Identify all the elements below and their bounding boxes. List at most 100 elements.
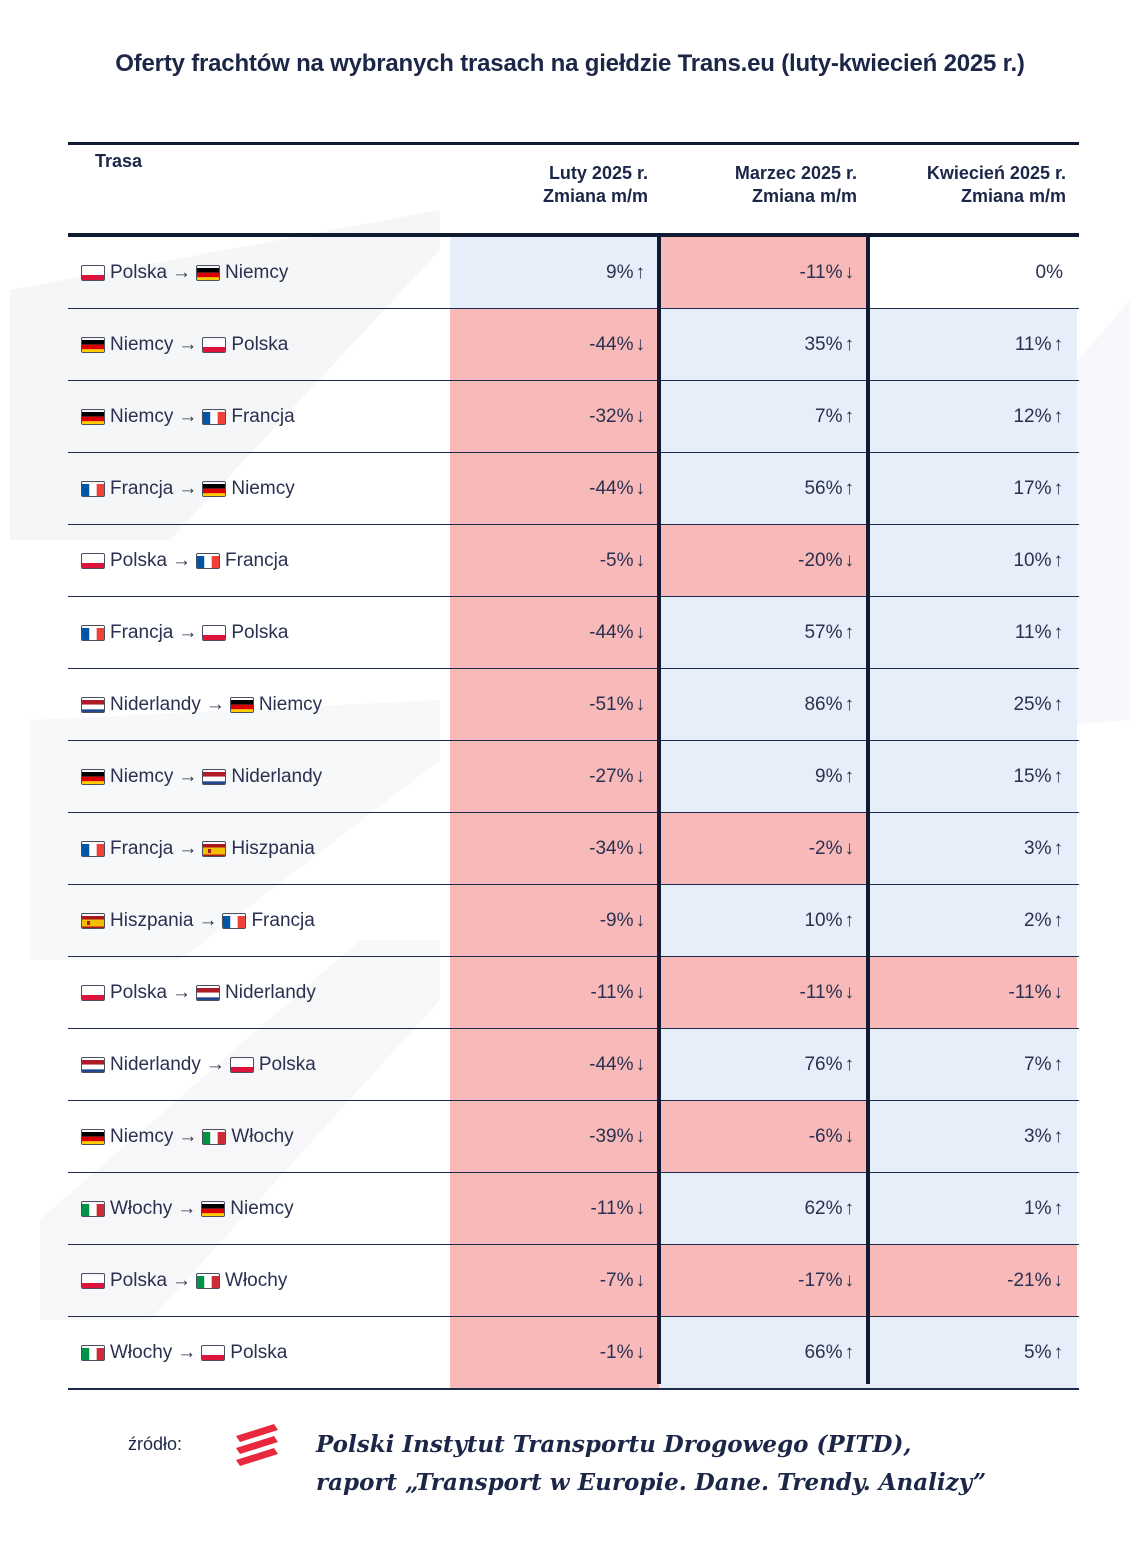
table-row: Polska → Niemcy 9% ↑ -11% ↓ 0% — [68, 237, 1079, 309]
arrow-up-icon: ↑ — [844, 693, 855, 715]
february-change-cell: -51% ↓ — [450, 669, 659, 740]
table-row: Francja → Polska -44% ↓ 57% ↑ 11% ↑ — [68, 597, 1079, 669]
route-cell: Polska → Niderlandy — [68, 957, 450, 1028]
route-destination: Włochy — [231, 1125, 294, 1147]
table-row: Francja → Hiszpania -34% ↓ -2% ↓ 3% ↑ — [68, 813, 1079, 885]
route-origin: Niemcy — [110, 405, 174, 427]
column-divider-mar-apr — [866, 233, 870, 1384]
march-change-cell: 62% ↑ — [659, 1173, 868, 1244]
route-destination: Polska — [231, 621, 289, 643]
route-destination: Niemcy — [231, 477, 295, 499]
route-cell: Niemcy → Włochy — [68, 1101, 450, 1172]
route-cell: Polska → Włochy — [68, 1245, 450, 1316]
april-change-value: 12% — [1013, 405, 1052, 427]
route-arrow: → — [178, 333, 198, 355]
april-change-cell: 11% ↑ — [868, 309, 1077, 380]
march-change-cell: 7% ↑ — [659, 381, 868, 452]
february-change-value: -44% — [589, 333, 634, 355]
spain-flag-icon — [202, 840, 227, 857]
italy-flag-icon — [202, 1128, 227, 1145]
april-change-value: 10% — [1013, 549, 1052, 571]
arrow-down-icon: ↓ — [1053, 981, 1064, 1003]
route-destination: Francja — [251, 909, 315, 931]
february-change-cell: -7% ↓ — [450, 1245, 659, 1316]
march-change-value: 86% — [804, 693, 843, 715]
route-arrow: → — [178, 837, 198, 859]
arrow-up-icon: ↑ — [1053, 1341, 1064, 1363]
route-destination: Niemcy — [225, 261, 289, 283]
table-row: Polska → Niderlandy -11% ↓ -11% ↓ -11% ↓ — [68, 957, 1079, 1029]
table-header: Trasa Luty 2025 r. Zmiana m/m Marzec 202… — [68, 142, 1079, 237]
april-change-cell: -21% ↓ — [868, 1245, 1077, 1316]
arrow-up-icon: ↑ — [844, 1197, 855, 1219]
april-change-cell: 17% ↑ — [868, 453, 1077, 524]
april-change-value: -11% — [1008, 981, 1052, 1003]
route-destination: Hiszpania — [231, 837, 315, 859]
route-origin: Francja — [110, 837, 174, 859]
february-change-cell: -27% ↓ — [450, 741, 659, 812]
march-change-value: 76% — [804, 1053, 843, 1075]
table-row: Niderlandy → Polska -44% ↓ 76% ↑ 7% ↑ — [68, 1029, 1079, 1101]
header-march-month: Marzec 2025 r. — [734, 163, 857, 183]
route-cell: Hiszpania → Francja — [68, 885, 450, 956]
arrow-down-icon: ↓ — [844, 261, 855, 283]
poland-flag-icon — [202, 336, 227, 353]
april-change-cell: 5% ↑ — [868, 1317, 1077, 1388]
table-row: Włochy → Polska -1% ↓ 66% ↑ 5% ↑ — [68, 1317, 1079, 1390]
france-flag-icon — [222, 912, 247, 929]
table-row: Hiszpania → Francja -9% ↓ 10% ↑ 2% ↑ — [68, 885, 1079, 957]
header-april-month: Kwiecień 2025 r. — [926, 163, 1066, 183]
arrow-up-icon: ↑ — [1053, 837, 1064, 859]
february-change-value: -5% — [599, 549, 634, 571]
february-change-value: -7% — [599, 1269, 634, 1291]
arrow-up-icon: ↑ — [1053, 1125, 1064, 1147]
april-change-cell: 15% ↑ — [868, 741, 1077, 812]
route-arrow: → — [178, 1125, 198, 1147]
arrow-down-icon: ↓ — [844, 1125, 855, 1147]
route-origin: Niemcy — [110, 333, 174, 355]
source-line-2: raport „Transport w Europie. Dane. Trend… — [316, 1469, 987, 1496]
header-april-change: Zmiana m/m — [960, 186, 1066, 206]
pitd-logo-icon — [236, 1424, 278, 1466]
route-origin: Włochy — [110, 1197, 173, 1219]
france-flag-icon — [202, 408, 227, 425]
route-cell: Francja → Niemcy — [68, 453, 450, 524]
april-change-value: 11% — [1014, 333, 1052, 355]
march-change-cell: -2% ↓ — [659, 813, 868, 884]
february-change-cell: -11% ↓ — [450, 1173, 659, 1244]
table-row: Niemcy → Francja -32% ↓ 7% ↑ 12% ↑ — [68, 381, 1079, 453]
arrow-down-icon: ↓ — [1053, 1269, 1064, 1291]
march-change-value: -20% — [798, 549, 843, 571]
header-april: Kwiecień 2025 r. Zmiana m/m — [927, 162, 1066, 208]
route-origin: Niderlandy — [110, 1053, 201, 1075]
april-change-value: 11% — [1014, 621, 1052, 643]
arrow-up-icon: ↑ — [844, 333, 855, 355]
freight-table: Trasa Luty 2025 r. Zmiana m/m Marzec 202… — [68, 142, 1079, 1390]
february-change-cell: -44% ↓ — [450, 309, 659, 380]
arrow-down-icon: ↓ — [635, 1197, 646, 1219]
route-cell: Niderlandy → Polska — [68, 1029, 450, 1100]
netherlands-flag-icon — [81, 696, 105, 713]
table-body: Polska → Niemcy 9% ↑ -11% ↓ 0% Niemcy → Polska -44%… — [68, 237, 1079, 1390]
route-origin: Polska — [110, 1269, 168, 1291]
route-destination: Włochy — [225, 1269, 288, 1291]
march-change-cell: 35% ↑ — [659, 309, 868, 380]
germany-flag-icon — [202, 480, 227, 497]
march-change-value: -11% — [799, 981, 843, 1003]
arrow-down-icon: ↓ — [844, 837, 855, 859]
route-origin: Polska — [110, 981, 168, 1003]
march-change-value: 62% — [804, 1197, 843, 1219]
route-cell: Polska → Niemcy — [68, 237, 450, 308]
poland-flag-icon — [81, 552, 105, 569]
route-destination: Polska — [230, 1341, 288, 1363]
table-row: Niemcy → Włochy -39% ↓ -6% ↓ 3% ↑ — [68, 1101, 1079, 1173]
route-origin: Francja — [110, 621, 174, 643]
france-flag-icon — [81, 624, 105, 641]
header-february: Luty 2025 r. Zmiana m/m — [543, 162, 648, 208]
poland-flag-icon — [81, 1272, 105, 1289]
route-cell: Polska → Francja — [68, 525, 450, 596]
route-destination: Niemcy — [258, 693, 323, 715]
march-change-value: 9% — [815, 765, 843, 787]
march-change-cell: 56% ↑ — [659, 453, 868, 524]
table-row: Niderlandy → Niemcy -51% ↓ 86% ↑ 25% ↑ — [68, 669, 1079, 741]
